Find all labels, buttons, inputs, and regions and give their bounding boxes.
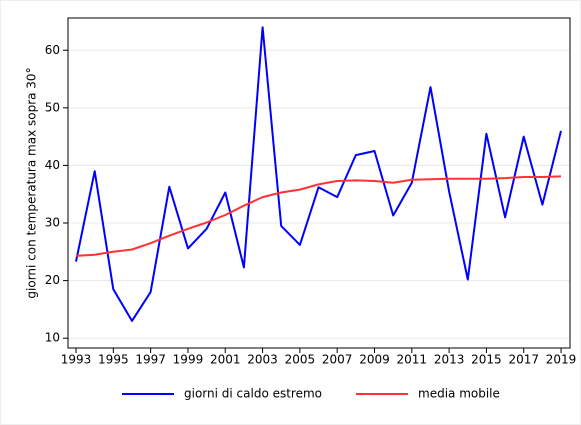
x-tick-label: 2007	[322, 353, 353, 367]
x-tick-label: 2015	[471, 353, 502, 367]
y-tick-label: 40	[45, 158, 60, 172]
y-tick-label: 60	[45, 43, 60, 57]
series-line	[75, 175, 562, 257]
x-tick-label: 2013	[434, 353, 465, 367]
x-tick-label: 2011	[397, 353, 428, 367]
x-tick-label: 2017	[508, 353, 539, 367]
x-tick-label: 1997	[135, 353, 166, 367]
x-tick-label: 2005	[285, 353, 316, 367]
x-tick-label: 1993	[61, 353, 92, 367]
y-axis-label: giorni con temperatura max sopra 30°	[25, 67, 39, 298]
x-tick-label: 2003	[247, 353, 278, 367]
x-tick-label: 2009	[359, 353, 390, 367]
legend-label: media mobile	[418, 387, 500, 401]
plot-frame	[67, 17, 571, 349]
y-tick-label: 50	[45, 100, 60, 114]
series-line	[75, 26, 562, 322]
y-tick-label: 30	[45, 216, 60, 230]
x-tick-label: 2001	[210, 353, 241, 367]
x-tick-label: 1999	[173, 353, 204, 367]
y-tick-label: 10	[45, 331, 60, 345]
y-tick-label: 20	[45, 273, 60, 287]
x-tick-label: 1995	[98, 353, 129, 367]
legend-label: giorni di caldo estremo	[184, 387, 322, 401]
x-tick-label: 2019	[546, 353, 577, 367]
